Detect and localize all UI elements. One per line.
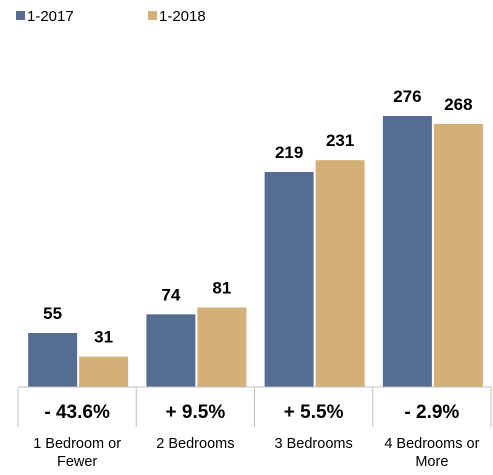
value-label-1-2017-0: 55 xyxy=(43,304,62,323)
value-label-1-2018-3: 268 xyxy=(444,95,472,114)
legend-label-1-2018: 1-2018 xyxy=(159,8,206,25)
legend: 1-2017 1-2018 xyxy=(16,8,206,25)
bar-1-2018-1 xyxy=(197,307,247,387)
change-labels-group: - 43.6% + 9.5% + 5.5% - 2.9% xyxy=(44,402,459,423)
bar-1-2018-0 xyxy=(79,356,129,387)
change-label-2: + 5.5% xyxy=(284,402,344,423)
bar-1-2018-3 xyxy=(433,123,483,387)
bar-1-2017-2 xyxy=(264,171,314,387)
value-label-1-2018-1: 81 xyxy=(212,278,231,297)
category-label-3-0: 4 Bedrooms or xyxy=(384,436,479,452)
category-separators xyxy=(17,387,492,427)
bar-1-2017-3 xyxy=(382,116,432,387)
value-label-1-2017-2: 219 xyxy=(275,143,303,162)
value-labels-group: 55 31 74 81 219 231 276 268 xyxy=(43,87,472,347)
bar-1-2017-1 xyxy=(146,314,196,387)
bars-group xyxy=(28,116,483,387)
change-label-3: - 2.9% xyxy=(404,402,459,423)
legend-swatch-1-2018 xyxy=(148,11,157,20)
value-label-1-2018-0: 31 xyxy=(94,328,113,347)
change-label-1: + 9.5% xyxy=(166,402,226,423)
value-label-1-2017-1: 74 xyxy=(161,285,180,304)
legend-swatch-1-2017 xyxy=(16,11,25,20)
value-label-1-2018-2: 231 xyxy=(326,131,354,150)
category-label-1-0: 2 Bedrooms xyxy=(156,436,234,452)
category-label-0-1: Fewer xyxy=(57,454,97,470)
change-label-0: - 43.6% xyxy=(44,402,110,423)
category-label-0-0: 1 Bedroom or xyxy=(33,436,121,452)
legend-label-1-2017: 1-2017 xyxy=(27,8,74,25)
category-labels-group: 1 Bedroom or Fewer 2 Bedrooms 3 Bedrooms 4 B… xyxy=(33,436,479,470)
value-label-1-2017-3: 276 xyxy=(393,87,421,106)
category-label-2-0: 3 Bedrooms xyxy=(275,436,353,452)
bar-1-2017-0 xyxy=(28,332,78,387)
bar-1-2018-2 xyxy=(315,160,365,387)
category-label-3-1: More xyxy=(415,454,448,470)
